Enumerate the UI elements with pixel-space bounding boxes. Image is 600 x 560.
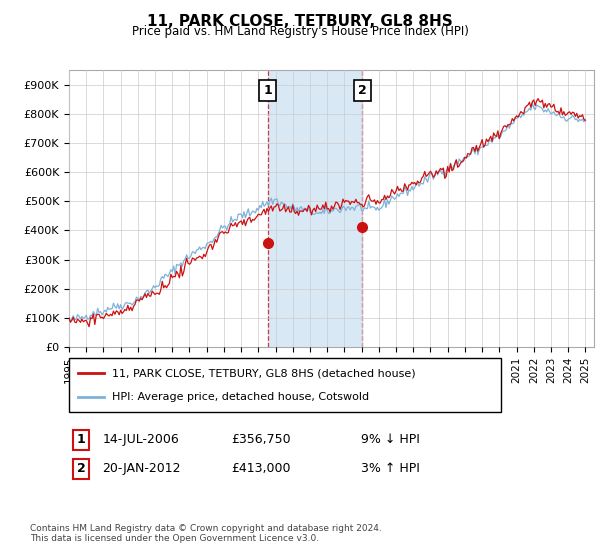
Text: £413,000: £413,000 xyxy=(231,462,291,475)
Text: 2: 2 xyxy=(358,84,367,97)
Text: 11, PARK CLOSE, TETBURY, GL8 8HS (detached house): 11, PARK CLOSE, TETBURY, GL8 8HS (detach… xyxy=(112,368,416,379)
Text: 11, PARK CLOSE, TETBURY, GL8 8HS: 11, PARK CLOSE, TETBURY, GL8 8HS xyxy=(147,14,453,29)
Text: Contains HM Land Registry data © Crown copyright and database right 2024.
This d: Contains HM Land Registry data © Crown c… xyxy=(30,524,382,543)
Text: 14-JUL-2006: 14-JUL-2006 xyxy=(103,433,179,446)
Text: HPI: Average price, detached house, Cotswold: HPI: Average price, detached house, Cots… xyxy=(112,391,370,402)
FancyBboxPatch shape xyxy=(69,358,501,412)
Bar xyxy=(268,70,362,347)
Text: 3% ↑ HPI: 3% ↑ HPI xyxy=(361,462,419,475)
Text: 20-JAN-2012: 20-JAN-2012 xyxy=(102,462,180,475)
Text: 2: 2 xyxy=(77,462,85,475)
Text: 1: 1 xyxy=(77,433,85,446)
Text: 9% ↓ HPI: 9% ↓ HPI xyxy=(361,433,419,446)
Text: Price paid vs. HM Land Registry's House Price Index (HPI): Price paid vs. HM Land Registry's House … xyxy=(131,25,469,38)
Text: 1: 1 xyxy=(263,84,272,97)
Text: £356,750: £356,750 xyxy=(231,433,291,446)
